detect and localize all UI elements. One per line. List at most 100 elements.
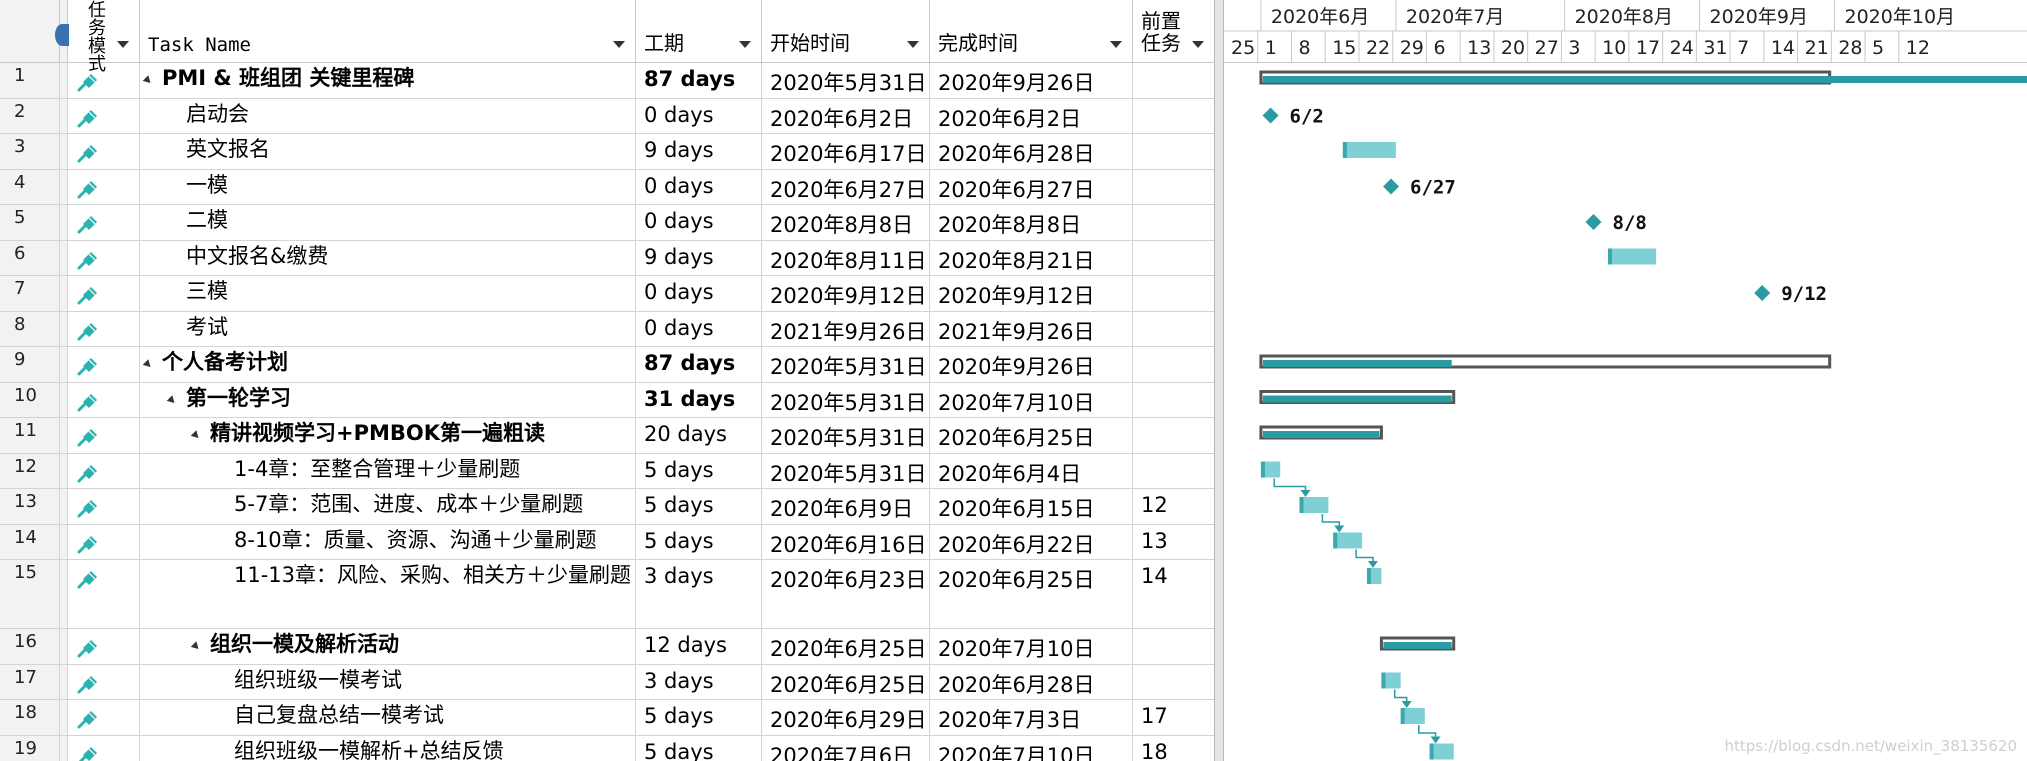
finish-cell[interactable]: 2020年6月22日 bbox=[930, 524, 1133, 559]
duration-cell[interactable]: 9 days bbox=[636, 134, 762, 169]
collapse-triangle-icon[interactable] bbox=[142, 75, 154, 86]
start-cell[interactable]: 2020年5月31日 bbox=[762, 418, 930, 453]
predecessors-cell[interactable] bbox=[1133, 347, 1214, 382]
duration-cell[interactable]: 0 days bbox=[636, 276, 762, 311]
task-name-cell[interactable]: 11-13章：风险、采购、相关方＋少量刷题 bbox=[140, 560, 636, 628]
start-cell[interactable]: 2020年5月31日 bbox=[762, 382, 930, 417]
chevron-down-icon[interactable] bbox=[907, 41, 919, 48]
duration-cell[interactable]: 5 days bbox=[636, 489, 762, 524]
finish-cell[interactable]: 2020年9月12日 bbox=[930, 276, 1133, 311]
duration-cell[interactable]: 0 days bbox=[636, 98, 762, 133]
task-mode-cell[interactable] bbox=[68, 347, 140, 382]
collapse-triangle-icon[interactable] bbox=[190, 641, 202, 652]
duration-cell[interactable]: 5 days bbox=[636, 735, 762, 761]
row-id-cell[interactable]: 3 bbox=[0, 134, 60, 169]
finish-cell[interactable]: 2020年6月28日 bbox=[930, 134, 1133, 169]
column-header-finish[interactable]: 完成时间 bbox=[930, 0, 1133, 62]
start-cell[interactable]: 2020年5月31日 bbox=[762, 453, 930, 488]
duration-cell[interactable]: 5 days bbox=[636, 524, 762, 559]
column-header-predecessors[interactable]: 前置任务 bbox=[1133, 0, 1214, 62]
start-cell[interactable]: 2020年6月25日 bbox=[762, 664, 930, 699]
finish-cell[interactable]: 2020年6月15日 bbox=[930, 489, 1133, 524]
predecessors-cell[interactable]: 13 bbox=[1133, 525, 1214, 560]
task-mode-cell[interactable] bbox=[68, 664, 140, 699]
finish-cell[interactable]: 2020年9月26日 bbox=[930, 63, 1133, 98]
duration-cell[interactable]: 12 days bbox=[636, 629, 762, 664]
row-id-cell[interactable]: 17 bbox=[0, 664, 60, 699]
row-id-cell[interactable]: 12 bbox=[0, 453, 60, 488]
task-name-cell[interactable]: 启动会 bbox=[140, 98, 636, 133]
start-cell[interactable]: 2020年6月29日 bbox=[762, 700, 930, 735]
finish-cell[interactable]: 2020年6月2日 bbox=[930, 98, 1133, 133]
task-name-cell[interactable]: 中文报名&缴费 bbox=[140, 240, 636, 275]
row-id-cell[interactable]: 15 bbox=[0, 560, 60, 628]
start-cell[interactable]: 2020年5月31日 bbox=[762, 63, 930, 98]
row-id-cell[interactable]: 16 bbox=[0, 629, 60, 664]
task-row[interactable]: 3 英文报名 9 days 2020年6月17日 2020年6月28日 bbox=[0, 134, 1214, 170]
row-id-cell[interactable]: 10 bbox=[0, 382, 60, 417]
task-row[interactable]: 17 组织班级一模考试 3 days 2020年6月25日 2020年6月28日 bbox=[0, 664, 1214, 700]
task-mode-cell[interactable] bbox=[68, 98, 140, 133]
task-mode-cell[interactable] bbox=[68, 489, 140, 524]
row-id-cell[interactable]: 8 bbox=[0, 311, 60, 346]
column-header-task-name[interactable]: Task Name bbox=[140, 0, 636, 62]
duration-cell[interactable]: 87 days bbox=[636, 347, 762, 382]
task-name-cell[interactable]: 组织班级一模考试 bbox=[140, 664, 636, 699]
predecessors-cell[interactable] bbox=[1133, 383, 1214, 418]
collapse-triangle-icon[interactable] bbox=[190, 430, 202, 441]
column-header-mode[interactable]: 任务模式 bbox=[68, 0, 140, 74]
task-mode-cell[interactable] bbox=[68, 629, 140, 664]
task-name-cell[interactable]: 英文报名 bbox=[140, 134, 636, 169]
finish-cell[interactable]: 2020年6月28日 bbox=[930, 664, 1133, 699]
duration-cell[interactable]: 87 days bbox=[636, 63, 762, 98]
duration-cell[interactable]: 3 days bbox=[636, 560, 762, 628]
duration-cell[interactable]: 5 days bbox=[636, 453, 762, 488]
start-cell[interactable]: 2020年5月31日 bbox=[762, 347, 930, 382]
task-row[interactable]: 19 组织班级一模解析+总结反馈 5 days 2020年7月6日 2020年7月10日… bbox=[0, 735, 1214, 761]
start-cell[interactable]: 2020年9月12日 bbox=[762, 276, 930, 311]
task-name-cell[interactable]: 二模 bbox=[140, 205, 636, 240]
task-row[interactable]: 7 三模 0 days 2020年9月12日 2020年9月12日 bbox=[0, 276, 1214, 312]
row-id-cell[interactable]: 18 bbox=[0, 700, 60, 735]
start-cell[interactable]: 2021年9月26日 bbox=[762, 311, 930, 346]
task-row[interactable]: 13 5-7章：范围、进度、成本＋少量刷题 5 days 2020年6月9日 2020年… bbox=[0, 489, 1214, 525]
finish-cell[interactable]: 2020年7月3日 bbox=[930, 700, 1133, 735]
predecessors-cell[interactable]: 17 bbox=[1133, 700, 1214, 735]
chevron-down-icon[interactable] bbox=[117, 41, 129, 48]
row-id-cell[interactable]: 2 bbox=[0, 98, 60, 133]
task-name-cell[interactable]: 5-7章：范围、进度、成本＋少量刷题 bbox=[140, 489, 636, 524]
task-mode-cell[interactable] bbox=[68, 418, 140, 453]
predecessors-cell[interactable] bbox=[1133, 454, 1214, 489]
duration-cell[interactable]: 9 days bbox=[636, 240, 762, 275]
collapse-triangle-icon[interactable] bbox=[142, 359, 154, 370]
row-id-cell[interactable]: 11 bbox=[0, 418, 60, 453]
task-row[interactable]: 9 个人备考计划 87 days 2020年5月31日 2020年9月26日 bbox=[0, 347, 1214, 383]
finish-cell[interactable]: 2020年9月26日 bbox=[930, 347, 1133, 382]
predecessors-cell[interactable] bbox=[1133, 241, 1214, 276]
row-id-cell[interactable]: 9 bbox=[0, 347, 60, 382]
task-mode-cell[interactable] bbox=[68, 240, 140, 275]
task-name-cell[interactable]: 个人备考计划 bbox=[140, 347, 636, 382]
task-name-cell[interactable]: 8-10章：质量、资源、沟通＋少量刷题 bbox=[140, 524, 636, 559]
chevron-down-icon[interactable] bbox=[1110, 41, 1122, 48]
task-row[interactable]: 1 PMI & 班组团 关键里程碑 87 days 2020年5月31日 2020年9月… bbox=[0, 63, 1214, 99]
finish-cell[interactable]: 2020年6月25日 bbox=[930, 418, 1133, 453]
view-splitter[interactable] bbox=[1214, 0, 1224, 761]
collapse-triangle-icon[interactable] bbox=[166, 394, 178, 406]
task-name-cell[interactable]: 组织一模及解析活动 bbox=[140, 629, 636, 664]
start-cell[interactable]: 2020年6月17日 bbox=[762, 134, 930, 169]
task-row[interactable]: 16 组织一模及解析活动 12 days 2020年6月25日 2020年7月10日 bbox=[0, 629, 1214, 665]
predecessors-cell[interactable] bbox=[1133, 312, 1214, 347]
duration-cell[interactable]: 0 days bbox=[636, 169, 762, 204]
start-cell[interactable]: 2020年6月23日 bbox=[762, 560, 930, 628]
start-cell[interactable]: 2020年7月6日 bbox=[762, 735, 930, 761]
task-name-cell[interactable]: 第一轮学习 bbox=[140, 382, 636, 417]
chevron-down-icon[interactable] bbox=[613, 41, 625, 48]
predecessors-cell[interactable] bbox=[1133, 134, 1214, 169]
duration-cell[interactable]: 31 days bbox=[636, 382, 762, 417]
task-name-cell[interactable]: 三模 bbox=[140, 276, 636, 311]
predecessors-cell[interactable]: 12 bbox=[1133, 489, 1214, 524]
start-cell[interactable]: 2020年6月2日 bbox=[762, 98, 930, 133]
task-mode-cell[interactable] bbox=[68, 524, 140, 559]
finish-cell[interactable]: 2020年8月8日 bbox=[930, 205, 1133, 240]
